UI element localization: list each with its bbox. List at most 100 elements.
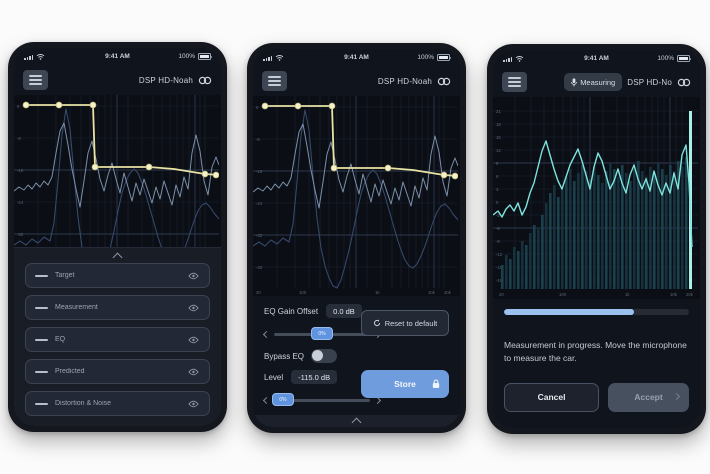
svg-text:9: 9 [496, 161, 499, 166]
link-icon[interactable] [437, 77, 451, 86]
menu-button[interactable] [502, 72, 527, 92]
visibility-toggle[interactable] [186, 333, 200, 347]
header: Measuring DSP HD-No [493, 67, 700, 97]
eq-curve-points[interactable] [22, 101, 219, 179]
svg-text:0: 0 [496, 200, 499, 205]
status-bar: 9:41 AM 100% [493, 50, 700, 67]
predicted-line-swatch [35, 370, 48, 373]
wifi-icon [516, 56, 524, 62]
chart-grid [14, 95, 219, 247]
svg-text:6: 6 [496, 174, 499, 179]
svg-text:20: 20 [256, 290, 261, 295]
phone-2-screen: 9:41 AM 100% DSP HD-Noah 0 -8 -16 -24 -32 -40… [253, 49, 460, 427]
level-label: Level [264, 372, 284, 382]
phone-2: 9:41 AM 100% DSP HD-Noah 0 -8 -16 -24 -32 -40… [247, 43, 466, 433]
level-value[interactable]: -115.0 dB [291, 370, 338, 384]
slider-track[interactable]: 0% [272, 393, 370, 406]
menu-button[interactable] [262, 71, 287, 91]
measuring-message: Measurement in progress. Move the microp… [504, 340, 687, 363]
eye-icon [187, 304, 199, 311]
svg-text:-9: -9 [496, 239, 500, 244]
rta-chart: 21 18 15 12 9 6 3 0 -3 -6 -9 -12 -15 -18 20 100 1k 10k 20… [493, 97, 700, 299]
eq-curve [265, 105, 458, 177]
level-slider[interactable]: 0% [262, 391, 382, 409]
reset-to-default-button[interactable]: Reset to default [361, 310, 449, 336]
chevron-up-icon [112, 252, 123, 262]
eq-curve-points[interactable] [261, 102, 458, 180]
toggle-knob [312, 350, 324, 362]
eq-gain-offset-slider[interactable]: 0% [262, 325, 382, 343]
svg-text:-32: -32 [256, 233, 263, 238]
svg-text:15: 15 [496, 135, 501, 140]
phone-1-screen: 9:41 AM 100% DSP HD-Noah 0-8-16-24-32-40 [14, 48, 221, 426]
eq-chart[interactable]: 0-8-16-24-32-40 [14, 95, 221, 247]
slider-handle[interactable]: 0% [311, 327, 333, 340]
visibility-toggle[interactable] [186, 397, 200, 411]
layer-label: Target [55, 272, 75, 279]
menu-button[interactable] [23, 70, 48, 90]
svg-text:18: 18 [496, 122, 501, 127]
predicted-trace [14, 108, 219, 247]
battery-icon [677, 55, 692, 62]
x-axis-ticks: 20 100 1k 10k 20k [256, 290, 452, 295]
visibility-toggle[interactable] [186, 365, 200, 379]
store-button[interactable]: Store [361, 370, 449, 398]
target-line-swatch [35, 274, 48, 277]
header: DSP HD-Noah [253, 66, 460, 96]
svg-text:-32: -32 [17, 232, 24, 237]
cellular-signal-icon [263, 56, 273, 61]
layer-row-target[interactable]: Target [25, 263, 210, 288]
layer-row-predicted[interactable]: Predicted [25, 359, 210, 384]
svg-text:0: 0 [256, 105, 259, 110]
svg-text:100: 100 [559, 292, 567, 297]
slider-decrease-arrow[interactable] [262, 330, 271, 338]
bypass-eq-toggle[interactable] [311, 349, 338, 363]
svg-text:20k: 20k [444, 290, 452, 295]
svg-text:12: 12 [496, 148, 501, 153]
cancel-button[interactable]: Cancel [504, 382, 600, 412]
eq-controls-panel: EQ Gain Offset 0.0 dB 0% Bypass EQ Level… [253, 296, 460, 415]
link-icon[interactable] [677, 78, 691, 87]
svg-text:1k: 1k [625, 292, 630, 297]
battery-percent: 100% [417, 54, 434, 61]
accept-button[interactable]: Accept [608, 382, 689, 412]
layer-row-distortion-noise[interactable]: Distortion & Noise [25, 391, 210, 416]
measuring-panel: Measurement in progress. Move the microp… [493, 299, 700, 428]
svg-text:1k: 1k [375, 290, 380, 295]
svg-text:100: 100 [299, 290, 307, 295]
layer-row-eq[interactable]: EQ [25, 327, 210, 352]
y-axis-ticks: 21 18 15 12 9 6 3 0 -3 -6 -9 -12 -15 -18 [496, 109, 503, 283]
slider-decrease-arrow[interactable] [262, 396, 271, 404]
sheet-expand-handle[interactable] [25, 248, 210, 263]
live-measurement-trace [493, 140, 693, 248]
svg-text:-16: -16 [256, 169, 263, 174]
eq-line-swatch [35, 338, 48, 341]
panel-collapse-handle[interactable] [253, 415, 460, 427]
chevron-right-icon [672, 392, 681, 400]
svg-text:10k: 10k [670, 292, 678, 297]
slider-handle[interactable]: 0% [272, 393, 294, 406]
status-bar: 9:41 AM 100% [253, 49, 460, 66]
store-button-label: Store [394, 379, 416, 389]
svg-text:-12: -12 [496, 252, 503, 257]
svg-text:-3: -3 [496, 213, 500, 218]
eq-chart[interactable]: 0 -8 -16 -24 -32 -40 20 100 1k 10k 20k [253, 96, 460, 296]
eye-icon [187, 336, 199, 343]
measurement-trace [14, 122, 219, 208]
layer-row-measurement[interactable]: Measurement [25, 295, 210, 320]
wifi-icon [37, 54, 45, 60]
status-time: 9:41 AM [105, 53, 130, 60]
visibility-toggle[interactable] [186, 301, 200, 315]
visibility-toggle[interactable] [186, 269, 200, 283]
layer-label: Predicted [55, 368, 85, 375]
slider-track[interactable]: 0% [274, 327, 370, 340]
svg-text:-18: -18 [496, 278, 503, 283]
battery-icon [437, 54, 452, 61]
phone-3: 9:41 AM 100% Measuring DSP HD-No 21 18 15 1… [487, 44, 706, 434]
eq-gain-offset-value[interactable]: 0.0 dB [326, 304, 362, 318]
measuring-badge[interactable]: Measuring [564, 73, 623, 91]
reset-icon [373, 319, 380, 327]
link-icon[interactable] [198, 76, 212, 85]
svg-text:-8: -8 [17, 136, 21, 141]
chevron-up-icon [351, 417, 362, 427]
